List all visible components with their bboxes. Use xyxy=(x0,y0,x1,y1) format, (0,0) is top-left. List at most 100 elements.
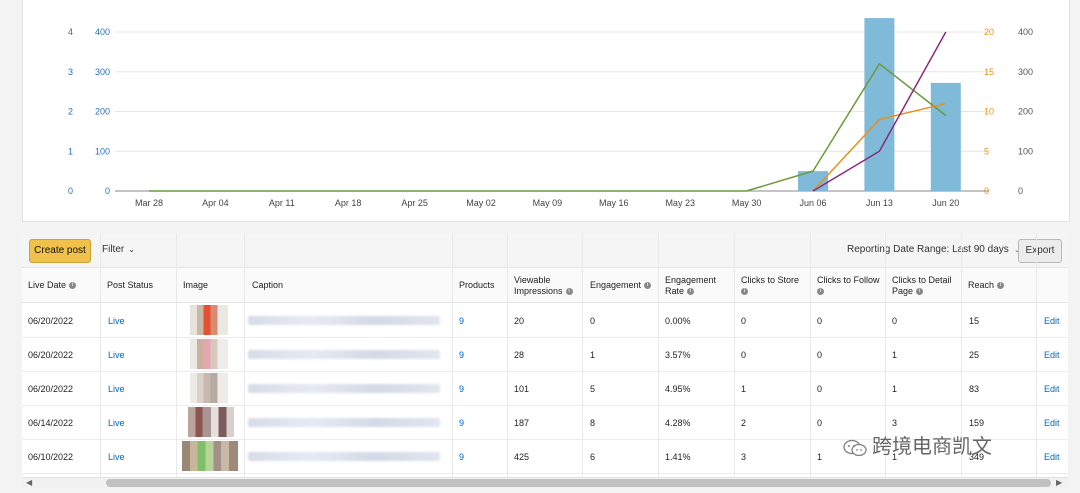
post-thumbnail[interactable] xyxy=(182,441,238,471)
info-icon: i xyxy=(644,282,652,290)
live-date: 06/20/2022 xyxy=(28,384,74,394)
clicks-to-store: 0 xyxy=(741,316,747,326)
column-divider xyxy=(810,233,811,479)
edit-link[interactable]: Edit xyxy=(1044,418,1060,428)
y-tick-right-outer: 100 xyxy=(1018,146,1033,156)
post-caption xyxy=(248,384,440,393)
status-link[interactable]: Live xyxy=(108,316,125,326)
viewable-impressions: 425 xyxy=(514,452,530,462)
y-tick-left-inner: 200 xyxy=(95,107,110,117)
scrollbar-thumb[interactable] xyxy=(106,479,1051,487)
table-row: 06/14/2022 Live 9 187 8 4.28% 2 0 3 159 … xyxy=(22,405,1068,440)
column-divider xyxy=(1036,233,1037,479)
col-reach[interactable]: Reach i xyxy=(968,280,1005,291)
post-thumbnail[interactable] xyxy=(190,339,228,369)
post-caption xyxy=(248,350,440,359)
scroll-right-icon[interactable]: ▶ xyxy=(1056,478,1063,487)
info-icon: i xyxy=(565,288,573,296)
engagement-rate: 0.00% xyxy=(665,316,691,326)
edit-link[interactable]: Edit xyxy=(1044,316,1060,326)
create-post-button[interactable]: Create post xyxy=(29,239,91,263)
series-line xyxy=(812,102,946,192)
y-tick-left-inner: 0 xyxy=(105,186,110,196)
column-divider xyxy=(100,233,101,479)
viewable-impressions: 28 xyxy=(514,350,525,360)
filter-dropdown[interactable]: Filter ⌄ xyxy=(102,244,135,255)
status-link[interactable]: Live xyxy=(108,418,125,428)
clicks-to-follow: 1 xyxy=(817,452,823,462)
info-icon: i xyxy=(741,288,748,296)
table-row: 06/20/2022 Live 9 101 5 4.95% 1 0 1 83 E… xyxy=(22,371,1068,406)
engagement: 5 xyxy=(590,384,596,394)
posts-table-panel: Create post Filter ⌄ Reporting Date Range… xyxy=(22,233,1068,479)
x-tick-label: May 02 xyxy=(466,198,496,208)
export-button[interactable]: Export xyxy=(1018,239,1062,263)
info-icon: i xyxy=(687,288,695,296)
y-tick-right-inner: 10 xyxy=(984,107,994,117)
post-caption xyxy=(248,418,440,427)
column-divider xyxy=(452,233,453,479)
products-link[interactable]: 9 xyxy=(459,452,465,462)
col-clicks-to-follow[interactable]: Clicks to Follow i xyxy=(817,275,880,296)
post-thumbnail[interactable] xyxy=(188,407,234,437)
bar xyxy=(930,82,961,191)
clicks-to-follow: 0 xyxy=(817,384,823,394)
post-caption xyxy=(248,452,440,461)
live-date: 06/10/2022 xyxy=(28,452,74,462)
date-range-dropdown[interactable]: Reporting Date Range: Last 90 days ⌄ xyxy=(847,244,1020,255)
col-engagement-rate[interactable]: Engagement Rate i xyxy=(665,275,717,296)
info-icon: i xyxy=(69,282,77,290)
clicks-to-detail: 3 xyxy=(892,418,898,428)
clicks-to-follow: 0 xyxy=(817,316,823,326)
date-range-label: Reporting Date Range: Last 90 days xyxy=(847,244,1009,255)
col-caption: Caption xyxy=(252,280,284,290)
reach: 25 xyxy=(969,350,980,360)
info-icon: i xyxy=(997,282,1005,290)
table-row: 06/20/2022 Live 9 28 1 3.57% 0 0 1 25 Ed… xyxy=(22,337,1068,372)
filter-label: Filter xyxy=(102,244,125,255)
edit-link[interactable]: Edit xyxy=(1044,452,1060,462)
post-thumbnail[interactable] xyxy=(190,373,228,403)
clicks-to-store: 0 xyxy=(741,350,747,360)
col-viewable-impressions[interactable]: Viewable Impressions i xyxy=(514,275,573,297)
x-tick-label: Apr 04 xyxy=(202,198,229,208)
col-products: Products xyxy=(459,280,495,290)
post-caption xyxy=(248,316,440,325)
column-divider xyxy=(176,233,177,479)
y-tick-right-inner: 20 xyxy=(984,27,994,37)
scroll-left-icon[interactable]: ◀ xyxy=(26,478,33,487)
y-tick-left-inner: 100 xyxy=(95,146,110,156)
status-link[interactable]: Live xyxy=(108,384,125,394)
column-divider xyxy=(734,233,735,479)
col-live-date[interactable]: Live Date i xyxy=(28,280,77,291)
reach: 83 xyxy=(969,384,980,394)
watermark: 跨境电商凯文 xyxy=(842,430,992,459)
clicks-to-detail: 0 xyxy=(892,316,898,326)
clicks-to-store: 2 xyxy=(741,418,747,428)
live-date: 06/14/2022 xyxy=(28,418,74,428)
post-thumbnail[interactable] xyxy=(190,305,228,335)
engagement: 8 xyxy=(590,418,596,428)
column-divider xyxy=(885,233,886,479)
edit-link[interactable]: Edit xyxy=(1044,384,1060,394)
y-tick-left-outer: 0 xyxy=(68,186,73,196)
col-engagement[interactable]: Engagement i xyxy=(590,280,652,291)
clicks-to-detail: 1 xyxy=(892,384,898,394)
edit-link[interactable]: Edit xyxy=(1044,350,1060,360)
x-tick-label: Apr 11 xyxy=(269,198,295,208)
products-link[interactable]: 9 xyxy=(459,316,465,326)
status-link[interactable]: Live xyxy=(108,350,125,360)
x-tick-label: May 30 xyxy=(732,198,762,208)
horizontal-scrollbar[interactable]: ◀ ▶ xyxy=(22,477,1068,488)
y-tick-left-outer: 2 xyxy=(68,107,73,117)
status-link[interactable]: Live xyxy=(108,452,125,462)
reach: 349 xyxy=(969,452,985,462)
products-link[interactable]: 9 xyxy=(459,350,465,360)
products-link[interactable]: 9 xyxy=(459,418,465,428)
performance-chart-panel: 0 0 0 0 1 100 5 100 2 200 10 200 3 300 15 300 4 400 20 400 M… xyxy=(22,0,1070,222)
y-tick-right-inner: 15 xyxy=(984,67,994,77)
col-clicks-to-store[interactable]: Clicks to Store i xyxy=(741,275,800,296)
y-tick-right-inner: 5 xyxy=(984,146,989,156)
products-link[interactable]: 9 xyxy=(459,384,465,394)
col-clicks-to-detail[interactable]: Clicks to Detail Page i xyxy=(892,275,952,296)
